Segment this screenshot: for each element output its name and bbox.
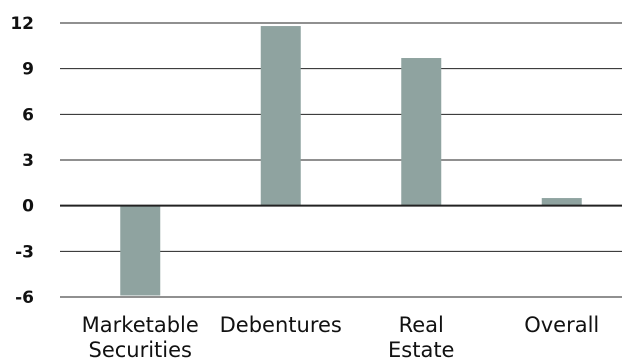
y-tick-label: 0 (22, 197, 34, 217)
y-tick-label: -3 (15, 242, 34, 262)
y-tick-label: -6 (15, 288, 34, 308)
bars (120, 26, 582, 296)
y-tick-label: 9 (22, 60, 34, 80)
x-tick-label: Marketable Securities (82, 313, 199, 360)
x-tick-label: Overall (524, 313, 599, 337)
y-axis-ticks: 12 9 6 3 0 -3 -6 (10, 14, 34, 308)
bar-real-estate (401, 58, 442, 206)
x-tick-label: Real Estate (388, 313, 454, 360)
x-axis-ticks: Marketable Securities Debentures Real Estate… (82, 313, 600, 360)
bar-overall (541, 198, 582, 206)
y-tick-label: 12 (10, 14, 34, 34)
bar-debentures (260, 26, 301, 206)
y-tick-label: 6 (22, 105, 34, 125)
bar-marketable-securities (120, 205, 161, 296)
x-tick-label: Debentures (220, 313, 342, 337)
y-tick-label: 3 (22, 151, 34, 171)
